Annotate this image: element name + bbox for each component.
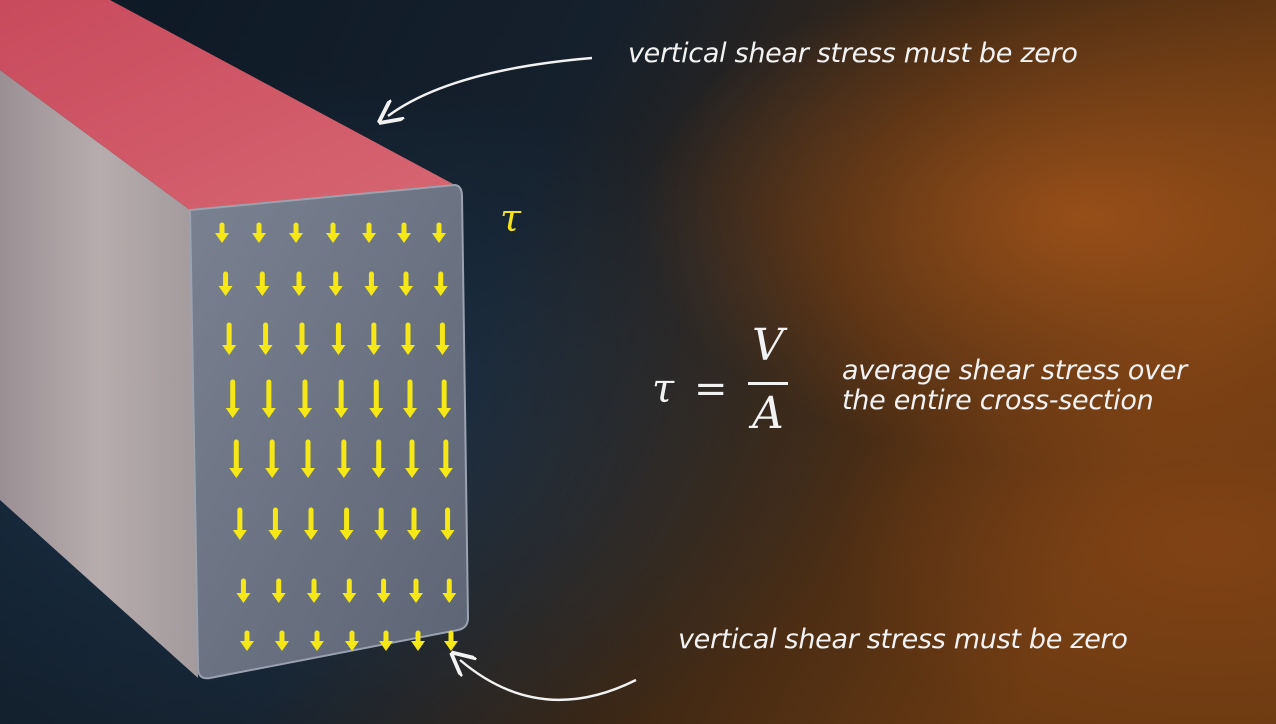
bottom-annotation-text: vertical shear stress must be zero (678, 624, 1128, 655)
tau-symbol: τ (500, 196, 522, 240)
fraction-bar (748, 382, 788, 385)
shear-arrow (275, 630, 289, 651)
shear-arrow (292, 271, 306, 296)
shear-arrow (409, 578, 423, 603)
shear-arrow (215, 222, 229, 243)
shear-arrow (339, 507, 354, 540)
shear-arrow (371, 439, 386, 478)
beam (0, 0, 470, 680)
shear-arrow (397, 222, 411, 243)
shear-arrow (265, 439, 280, 478)
top-annotation-text: vertical shear stress must be zero (628, 38, 1078, 69)
shear-arrow (411, 630, 425, 651)
shear-arrow (432, 222, 446, 243)
shear-arrow (258, 322, 273, 355)
formula-lhs: τ (652, 366, 675, 412)
shear-arrow (399, 271, 413, 296)
average-stress-description: average shear stress over the entire cro… (842, 356, 1187, 416)
shear-arrow (222, 322, 237, 355)
shear-arrow (307, 578, 321, 603)
shear-arrow (336, 439, 351, 478)
shear-stress-arrows (215, 222, 458, 651)
shear-arrow (261, 379, 276, 418)
bottom-annotation-arrow (460, 660, 637, 702)
shear-arrow (271, 578, 286, 603)
shear-arrow (407, 507, 421, 540)
formula-denominator: A (752, 388, 784, 439)
top-annotation-arrow (388, 56, 593, 116)
shear-arrow (376, 578, 391, 603)
formula-equals: = (694, 366, 728, 412)
shear-arrow (255, 271, 270, 296)
shear-arrow (374, 507, 389, 540)
shear-arrow (252, 222, 266, 243)
shear-arrow (268, 507, 283, 540)
shear-arrow (232, 507, 247, 540)
shear-arrow (444, 630, 458, 651)
shear-arrow (342, 578, 357, 603)
shear-arrow (304, 507, 318, 540)
shear-arrow (379, 630, 393, 651)
shear-arrow (225, 379, 240, 418)
formula-numerator: V (752, 320, 784, 371)
beam-top-face (0, 0, 455, 210)
shear-arrow (310, 630, 324, 651)
beam-cross-section (188, 183, 470, 680)
shear-arrow (331, 322, 346, 355)
shear-arrow (218, 271, 233, 296)
shear-arrow (369, 379, 384, 418)
shear-arrow (229, 439, 244, 478)
shear-arrow (328, 271, 343, 296)
shear-arrow (442, 578, 457, 603)
shear-arrow (334, 379, 349, 418)
description-line-2: the entire cross-section (842, 385, 1154, 416)
shear-arrow (364, 271, 379, 296)
shear-arrow (236, 578, 251, 603)
shear-arrow (405, 439, 419, 478)
shear-arrow (401, 322, 415, 355)
shear-arrow (295, 322, 309, 355)
shear-arrow (289, 222, 303, 243)
shear-arrow (362, 222, 376, 243)
shear-arrow (326, 222, 340, 243)
shear-arrow (403, 379, 417, 418)
shear-arrow (366, 322, 381, 355)
shear-arrow (301, 439, 315, 478)
beam-side-face (0, 70, 198, 678)
shear-arrow (433, 271, 448, 296)
shear-arrow (298, 379, 312, 418)
shear-arrow (345, 630, 359, 651)
shear-arrow (240, 630, 254, 651)
shear-arrow (437, 379, 452, 418)
description-line-1: average shear stress over (842, 355, 1187, 386)
shear-arrow (435, 322, 450, 355)
shear-arrow (438, 439, 453, 478)
shear-arrow (440, 507, 455, 540)
